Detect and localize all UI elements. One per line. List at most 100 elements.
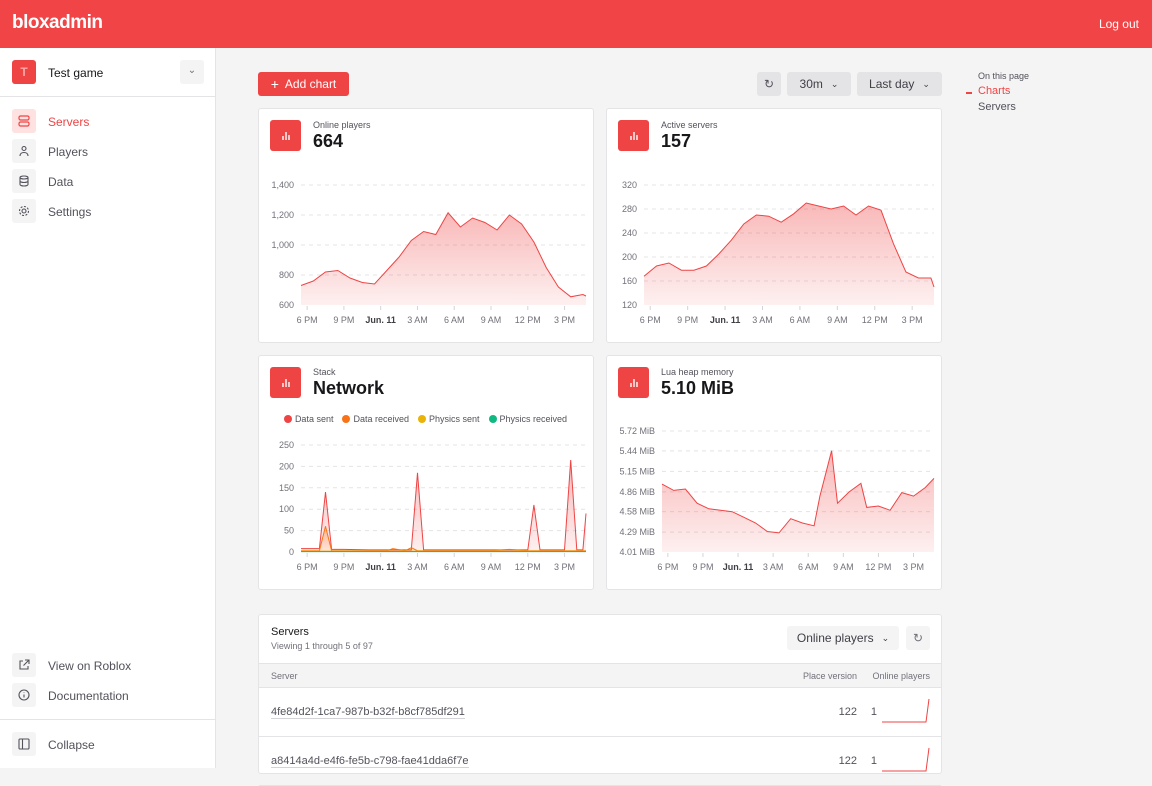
y-tick-label: 280 [622, 204, 637, 214]
x-tick-label: 12 PM [515, 562, 541, 572]
x-tick-label: 6 AM [444, 315, 465, 325]
server-id-link[interactable]: 4fe84d2f-1ca7-987b-b32f-b8cf785df291 [271, 706, 465, 719]
user-icon [12, 139, 36, 163]
y-tick-label: 120 [622, 300, 637, 310]
y-tick-label: 240 [622, 228, 637, 238]
x-tick-label: 9 PM [692, 562, 713, 572]
column-online-players: Online players [872, 671, 930, 681]
documentation-link[interactable]: Documentation [12, 683, 204, 707]
game-selector[interactable]: T Test game ⌄ [12, 60, 204, 85]
y-tick-label: 5.15 MiB [619, 466, 655, 476]
x-tick-label: 12 PM [862, 315, 888, 325]
y-tick-label: 200 [622, 252, 637, 262]
view-on-roblox-link[interactable]: View on Roblox [12, 653, 204, 677]
sidebar-item-settings[interactable]: Settings [12, 199, 204, 223]
toc-label: Charts [978, 85, 1010, 97]
online-players-sparkline [882, 747, 930, 773]
column-place-version: Place version [803, 671, 857, 681]
y-tick-label: 800 [279, 270, 294, 280]
y-tick-label: 1,200 [271, 210, 294, 220]
plus-icon: + [271, 76, 279, 92]
sidebar-item-servers[interactable]: Servers [12, 109, 204, 133]
range-select[interactable]: Last day⌄ [857, 72, 942, 96]
sidebar-collapse-icon [12, 732, 36, 756]
sidebar-item-data[interactable]: Data [12, 169, 204, 193]
game-name: Test game [48, 66, 103, 80]
info-icon [12, 683, 36, 707]
online-players: 1 [871, 755, 877, 767]
x-tick-label: Jun. 11 [365, 562, 396, 572]
y-tick-label: 5.44 MiB [619, 446, 655, 456]
toc-title: On this page [978, 71, 1029, 81]
x-tick-label: Jun. 11 [710, 315, 741, 325]
toc-item-servers[interactable]: Servers [978, 101, 1029, 113]
y-tick-label: 320 [622, 180, 637, 190]
x-tick-label: 6 PM [297, 315, 318, 325]
chevron-down-icon: ⌄ [831, 79, 839, 90]
logout-link[interactable]: Log out [1099, 17, 1139, 31]
servers-title: Servers [271, 626, 309, 638]
refresh-icon[interactable]: ↻ [906, 626, 930, 650]
sidebar-item-label: Players [48, 145, 88, 159]
series-area [662, 451, 934, 552]
sidebar-item-label: Data [48, 175, 73, 189]
x-tick-label: 3 PM [902, 315, 923, 325]
x-tick-label: Jun. 11 [723, 562, 754, 572]
gear-icon [12, 199, 36, 223]
divider [0, 96, 215, 97]
logo[interactable]: bloxadmin [12, 12, 103, 34]
sort-select[interactable]: Online players⌄ [787, 626, 899, 650]
x-tick-label: 9 PM [333, 315, 354, 325]
collapse-button[interactable]: Collapse [12, 732, 204, 756]
x-tick-label: 6 PM [657, 562, 678, 572]
sidebar-item-players[interactable]: Players [12, 139, 204, 163]
y-tick-label: 5.72 MiB [619, 426, 655, 436]
series-area [301, 213, 586, 305]
collapse-label: Collapse [48, 738, 95, 752]
x-tick-label: 3 AM [763, 562, 784, 572]
x-tick-label: 6 PM [640, 315, 661, 325]
servers-table-card: Servers Viewing 1 through 5 of 97 Online… [258, 614, 942, 774]
online-players: 1 [871, 706, 877, 718]
server-id-link[interactable]: a8414a4d-e4f6-fe5b-c798-fae41dda6f7e [271, 755, 469, 768]
toc-item-charts[interactable]: Charts [978, 85, 1029, 97]
series-area [301, 460, 586, 552]
add-chart-button[interactable]: + Add chart [258, 72, 349, 96]
x-tick-label: 12 PM [515, 315, 541, 325]
y-tick-label: 0 [289, 547, 294, 557]
y-tick-label: 4.58 MiB [619, 507, 655, 517]
external-link-icon [12, 653, 36, 677]
chevron-down-icon[interactable]: ⌄ [180, 60, 204, 84]
y-tick-label: 100 [279, 504, 294, 514]
x-tick-label: 6 AM [798, 562, 819, 572]
sidebar: T Test game ⌄ Servers Players Data Setti… [0, 48, 216, 768]
x-tick-label: Jun. 11 [365, 315, 396, 325]
add-chart-label: Add chart [285, 77, 336, 91]
place-version: 122 [839, 706, 857, 718]
y-tick-label: 1,000 [271, 240, 294, 250]
sidebar-item-label: Settings [48, 205, 91, 219]
x-tick-label: 9 PM [677, 315, 698, 325]
y-tick-label: 1,400 [271, 180, 294, 190]
game-avatar: T [12, 60, 36, 84]
x-tick-label: 3 PM [903, 562, 924, 572]
y-tick-label: 4.86 MiB [619, 487, 655, 497]
sidebar-item-label: Documentation [48, 689, 129, 703]
table-row[interactable]: a8414a4d-e4f6-fe5b-c798-fae41dda6f7e 122… [259, 737, 941, 786]
x-tick-label: 6 PM [297, 562, 318, 572]
x-tick-label: 9 AM [827, 315, 848, 325]
top-bar: bloxadmin Log out [0, 0, 1152, 48]
series-line [301, 526, 586, 550]
y-tick-label: 50 [284, 526, 294, 536]
column-server: Server [271, 671, 298, 681]
place-version: 122 [839, 755, 857, 767]
x-tick-label: 3 PM [554, 562, 575, 572]
interval-select[interactable]: 30m⌄ [787, 72, 851, 96]
table-row[interactable]: 4fe84d2f-1ca7-987b-b32f-b8cf785df291 122… [259, 688, 941, 737]
refresh-icon[interactable]: ↻ [757, 72, 781, 96]
x-tick-label: 3 AM [407, 315, 428, 325]
